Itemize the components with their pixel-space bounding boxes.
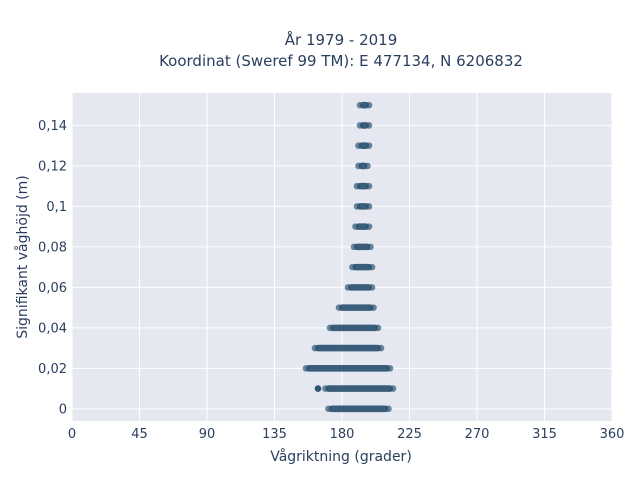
data-band <box>355 223 369 230</box>
x-tick-label: 0 <box>68 427 76 442</box>
data-point <box>311 344 319 352</box>
chart-title-line1: År 1979 - 2019 <box>285 30 398 49</box>
chart-title-line2: Koordinat (Sweref 99 TM): E 477134, N 62… <box>159 52 523 70</box>
data-point <box>368 284 376 291</box>
data-point <box>326 324 334 332</box>
data-point <box>365 122 373 129</box>
data-point <box>344 284 352 291</box>
data-point <box>389 385 397 392</box>
data-point <box>356 101 364 109</box>
y-axis-ticks: 0 0,02 0,04 0,06 0,08 0,1 0,12 0,14 <box>38 119 67 417</box>
data-band <box>306 365 390 372</box>
data-band <box>352 263 372 271</box>
data-point <box>386 365 394 372</box>
y-tick-label: 0,04 <box>38 321 67 336</box>
x-tick-label: 360 <box>600 427 625 442</box>
data-point <box>314 385 322 392</box>
y-tick-label: 0,1 <box>46 200 67 215</box>
data-point <box>374 324 382 332</box>
data-band <box>357 182 369 190</box>
data-point <box>353 203 361 210</box>
data-point <box>302 365 310 372</box>
data-point <box>365 142 373 149</box>
data-point <box>352 223 359 230</box>
x-axis-ticks: 0 45 90 135 180 225 270 315 360 <box>68 427 625 442</box>
data-band <box>357 203 369 210</box>
y-tick-label: 0,08 <box>38 240 67 255</box>
data-point <box>368 263 376 271</box>
x-tick-label: 45 <box>131 427 148 442</box>
data-points <box>302 101 397 413</box>
data-point <box>365 182 373 190</box>
y-tick-label: 0,02 <box>38 362 67 377</box>
data-point <box>365 101 373 109</box>
x-axis-label: Vågriktning (grader) <box>270 448 412 465</box>
data-point <box>365 223 373 230</box>
data-band <box>354 243 371 251</box>
data-band <box>339 304 374 311</box>
data-band <box>330 324 378 332</box>
data-point <box>353 182 361 190</box>
data-point <box>367 243 374 251</box>
data-point <box>355 142 362 149</box>
x-tick-label: 180 <box>330 427 355 442</box>
data-point <box>349 263 356 271</box>
data-point <box>322 385 329 392</box>
x-tick-label: 90 <box>199 427 216 442</box>
x-tick-label: 225 <box>397 427 422 442</box>
y-tick-label: 0,12 <box>38 159 67 174</box>
data-point <box>350 243 358 251</box>
y-tick-label: 0 <box>59 402 67 417</box>
data-band <box>315 344 381 352</box>
data-band <box>348 284 372 291</box>
x-tick-label: 315 <box>532 427 557 442</box>
data-point <box>385 405 392 413</box>
x-tick-label: 270 <box>465 427 490 442</box>
data-band <box>325 385 393 392</box>
data-point <box>355 162 362 170</box>
y-axis-label: Signifikant våghöjd (m) <box>14 175 31 338</box>
data-point <box>365 203 373 210</box>
y-tick-label: 0,06 <box>38 281 67 296</box>
data-point <box>364 162 371 170</box>
y-tick-label: 0,14 <box>38 119 67 134</box>
data-point <box>377 344 385 352</box>
data-band <box>328 405 389 413</box>
data-point <box>325 405 332 413</box>
data-point <box>370 304 377 311</box>
data-point <box>335 304 343 311</box>
data-point <box>356 122 364 129</box>
x-tick-label: 135 <box>262 427 287 442</box>
